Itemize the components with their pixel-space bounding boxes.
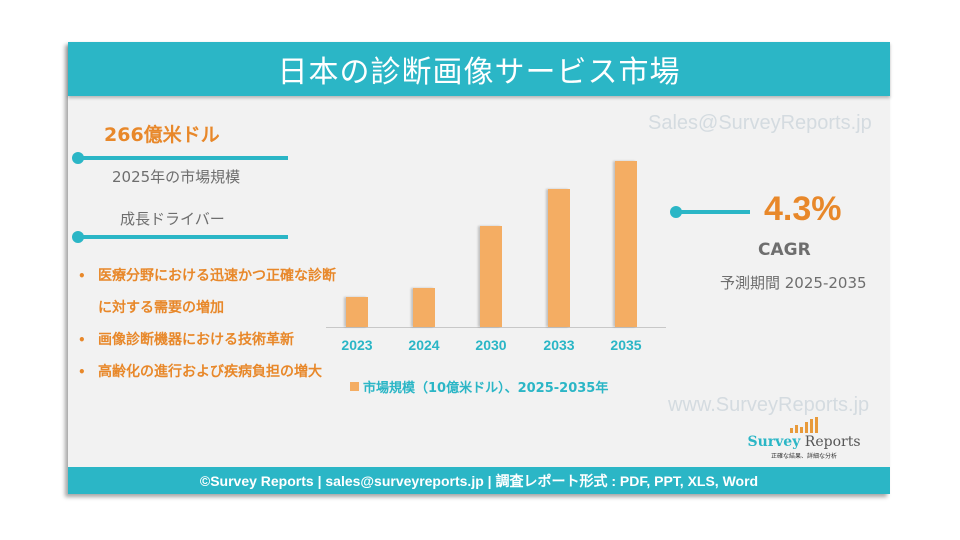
legend-label: 市場規模（10億米ドル）、2025-2035年 <box>363 381 609 396</box>
driver-item: 画像診断機器における技術革新 <box>78 324 348 356</box>
footer-text: ©Survey Reports | sales@surveyreports.jp… <box>199 472 759 489</box>
chart-bar <box>413 287 435 327</box>
survey-reports-logo: Survey Reports 正確な結果、詳細な分析 <box>744 417 864 460</box>
x-axis <box>326 327 666 328</box>
chart-bar <box>346 297 368 327</box>
x-axis-label: 2030 <box>475 337 507 353</box>
driver-item: 医療分野における迅速かつ正確な診断に対する需要の増加 <box>78 260 348 324</box>
market-size-label: 2025年の市場規模 <box>112 168 241 186</box>
drivers-title: 成長ドライバー <box>120 210 225 228</box>
market-size-value: 266億米ドル <box>104 124 220 146</box>
x-axis-label: 2023 <box>341 337 373 353</box>
bar-chart <box>326 142 666 328</box>
chart-bar <box>548 188 570 327</box>
divider-line <box>78 235 288 239</box>
bar-chart-icon <box>744 417 864 433</box>
title-banner: 日本の診断画像サービス市場 <box>68 42 890 96</box>
footer-banner: ©Survey Reports | sales@surveyreports.jp… <box>68 467 890 494</box>
divider-line <box>78 156 288 160</box>
x-axis-label: 2033 <box>543 337 575 353</box>
cagr-label: CAGR <box>758 240 811 260</box>
divider-line <box>676 210 750 214</box>
driver-item: 高齢化の進行および疾病負担の増大 <box>78 356 348 388</box>
x-axis-label: 2024 <box>408 337 440 353</box>
url-watermark: www.SurveyReports.jp <box>668 394 870 416</box>
chart-bar <box>480 225 502 327</box>
email-watermark: Sales@SurveyReports.jp <box>648 112 872 134</box>
logo-name: Survey Reports <box>747 434 861 450</box>
x-axis-label: 2035 <box>610 337 642 353</box>
chart-legend: 市場規模（10億米ドル）、2025-2035年 <box>350 377 608 396</box>
cagr-value: 4.3% <box>764 190 842 228</box>
drivers-list: 医療分野における迅速かつ正確な診断に対する需要の増加 画像診断機器における技術革… <box>78 260 348 388</box>
page-title: 日本の診断画像サービス市場 <box>277 55 681 90</box>
infographic-frame: 日本の診断画像サービス市場 Sales@SurveyReports.jp www… <box>68 42 890 494</box>
chart-bar <box>615 161 637 327</box>
legend-swatch <box>350 382 359 391</box>
forecast-period: 予測期間 2025-2035 <box>720 274 867 292</box>
logo-tagline: 正確な結果、詳細な分析 <box>770 453 837 460</box>
